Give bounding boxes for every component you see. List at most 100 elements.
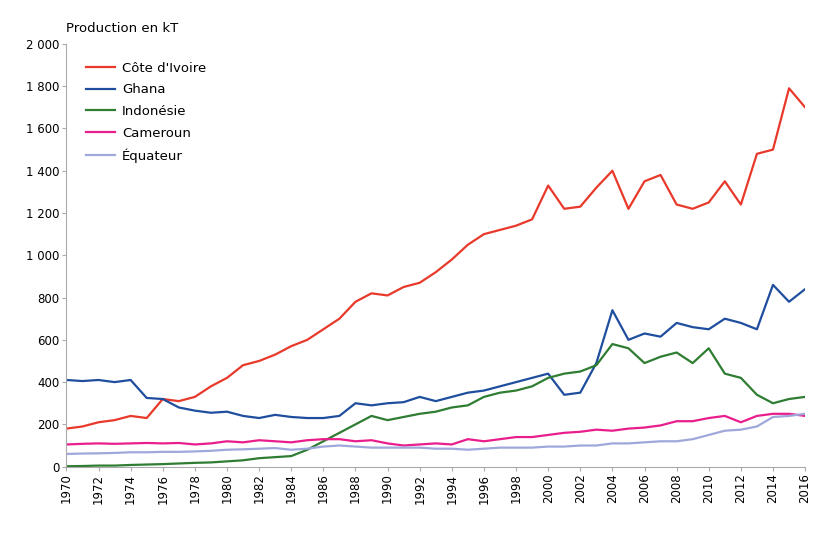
Indonésie	[800, 394, 810, 400]
Cameroun	[190, 441, 200, 448]
Côte d'Ivoire	[800, 104, 810, 110]
Équateur	[334, 442, 344, 449]
Équateur	[286, 446, 296, 453]
Côte d'Ivoire	[238, 362, 248, 368]
Cameroun	[238, 439, 248, 446]
Côte d'Ivoire	[495, 227, 505, 233]
Cameroun	[319, 436, 329, 442]
Équateur	[656, 438, 666, 445]
Côte d'Ivoire	[431, 269, 441, 276]
Indonésie	[463, 402, 473, 408]
Équateur	[543, 443, 553, 450]
Côte d'Ivoire	[190, 394, 200, 400]
Ghana	[543, 371, 553, 377]
Équateur	[511, 444, 521, 451]
Côte d'Ivoire	[334, 315, 344, 322]
Cameroun	[591, 427, 601, 433]
Côte d'Ivoire	[77, 423, 87, 430]
Ghana	[720, 315, 730, 322]
Côte d'Ivoire	[527, 216, 537, 223]
Cameroun	[527, 434, 537, 440]
Cameroun	[158, 440, 168, 447]
Cameroun	[206, 440, 216, 447]
Ghana	[319, 414, 329, 421]
Côte d'Ivoire	[222, 374, 232, 381]
Équateur	[415, 444, 425, 451]
Cameroun	[447, 441, 456, 448]
Cameroun	[640, 424, 650, 431]
Côte d'Ivoire	[158, 396, 168, 402]
Indonésie	[398, 414, 408, 421]
Indonésie	[222, 458, 232, 464]
Indonésie	[77, 463, 87, 469]
Équateur	[608, 440, 618, 447]
Ghana	[238, 413, 248, 419]
Côte d'Ivoire	[688, 205, 698, 212]
Côte d'Ivoire	[479, 231, 489, 237]
Côte d'Ivoire	[511, 222, 521, 229]
Indonésie	[190, 460, 200, 466]
Équateur	[463, 446, 473, 453]
Indonésie	[142, 461, 152, 468]
Cameroun	[688, 418, 698, 424]
Indonésie	[736, 374, 746, 381]
Text: Production en kT: Production en kT	[66, 23, 178, 36]
Côte d'Ivoire	[173, 398, 183, 405]
Côte d'Ivoire	[463, 242, 473, 248]
Cameroun	[671, 418, 681, 424]
Côte d'Ivoire	[383, 292, 393, 299]
Indonésie	[302, 446, 312, 453]
Côte d'Ivoire	[398, 284, 408, 290]
Ghana	[559, 391, 569, 398]
Côte d'Ivoire	[367, 290, 377, 296]
Line: Équateur: Équateur	[66, 414, 805, 454]
Cameroun	[559, 429, 569, 436]
Équateur	[591, 442, 601, 449]
Indonésie	[319, 438, 329, 445]
Équateur	[447, 445, 456, 452]
Équateur	[94, 450, 104, 457]
Cameroun	[254, 437, 264, 444]
Indonésie	[784, 396, 794, 402]
Cameroun	[334, 436, 344, 442]
Ghana	[736, 320, 746, 326]
Équateur	[575, 442, 585, 449]
Indonésie	[94, 462, 104, 469]
Ghana	[447, 394, 456, 400]
Ghana	[222, 408, 232, 415]
Indonésie	[623, 345, 633, 351]
Cameroun	[271, 438, 281, 445]
Indonésie	[704, 345, 714, 351]
Cameroun	[125, 440, 135, 447]
Équateur	[398, 444, 408, 451]
Indonésie	[254, 455, 264, 462]
Ghana	[784, 299, 794, 305]
Ghana	[350, 400, 360, 406]
Indonésie	[511, 387, 521, 394]
Indonésie	[608, 341, 618, 348]
Côte d'Ivoire	[640, 178, 650, 184]
Équateur	[254, 445, 264, 452]
Ghana	[527, 374, 537, 381]
Côte d'Ivoire	[591, 184, 601, 191]
Équateur	[61, 451, 71, 457]
Indonésie	[640, 360, 650, 366]
Indonésie	[447, 404, 456, 411]
Cameroun	[415, 441, 425, 448]
Ghana	[286, 414, 296, 421]
Côte d'Ivoire	[110, 417, 120, 423]
Indonésie	[479, 394, 489, 400]
Indonésie	[656, 354, 666, 360]
Cameroun	[367, 437, 377, 444]
Cameroun	[784, 411, 794, 417]
Indonésie	[110, 462, 120, 469]
Ghana	[271, 412, 281, 418]
Ghana	[110, 379, 120, 385]
Cameroun	[800, 413, 810, 419]
Indonésie	[688, 360, 698, 366]
Équateur	[158, 449, 168, 455]
Équateur	[736, 427, 746, 433]
Cameroun	[383, 440, 393, 447]
Indonésie	[752, 391, 762, 398]
Indonésie	[158, 461, 168, 467]
